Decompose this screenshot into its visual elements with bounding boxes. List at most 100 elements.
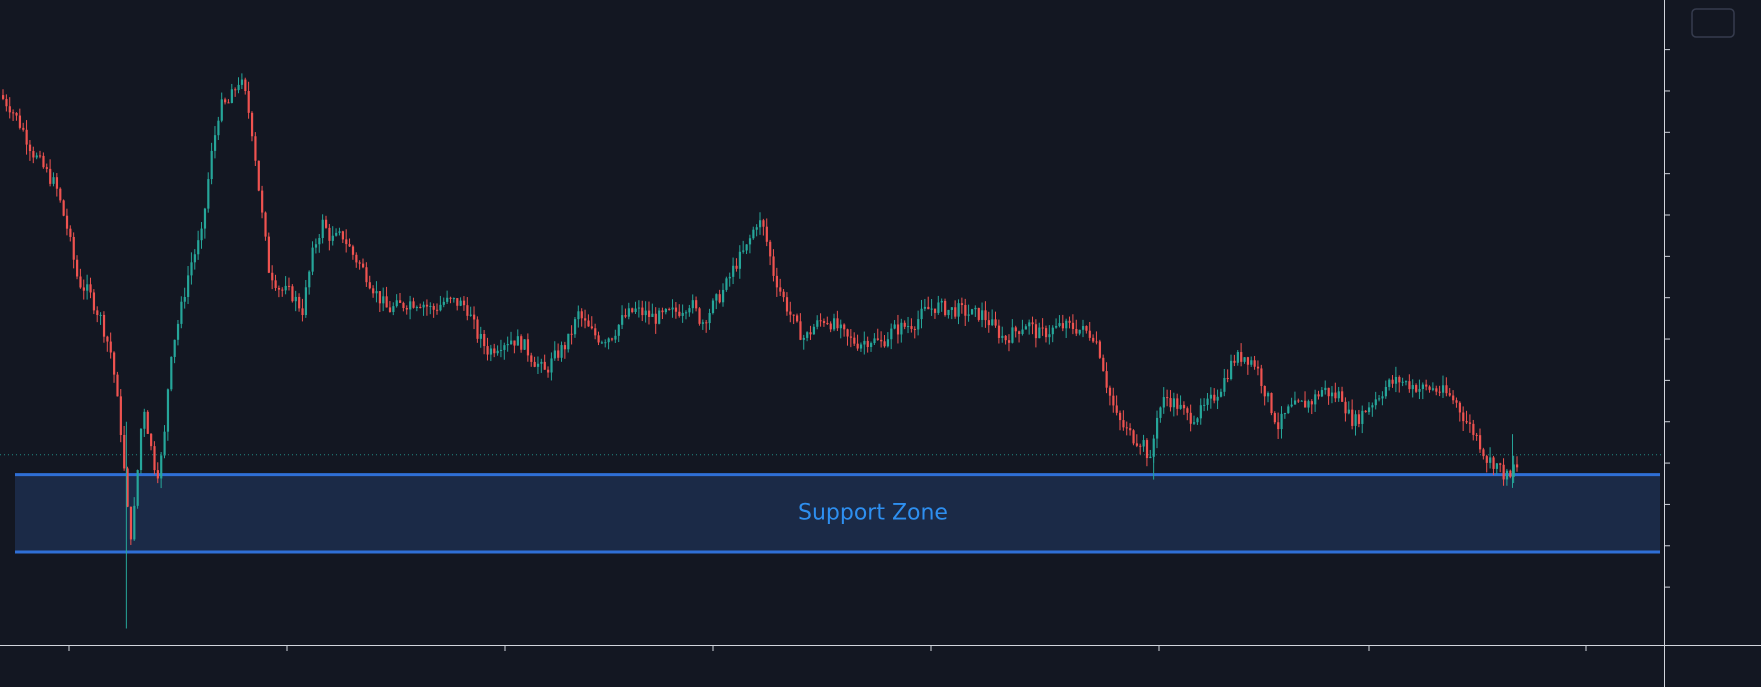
candle-body xyxy=(1415,385,1418,392)
candle-body xyxy=(163,431,166,456)
candle-body xyxy=(930,308,933,310)
candle-body xyxy=(974,307,977,310)
candle-body xyxy=(355,254,358,263)
candle-body xyxy=(907,326,910,328)
candle-body xyxy=(123,435,126,469)
candle-body xyxy=(1038,327,1041,339)
candle-body xyxy=(18,115,22,128)
candle-body xyxy=(466,305,469,316)
candle-body xyxy=(382,296,385,304)
candle-body xyxy=(338,231,341,233)
candle-body xyxy=(933,308,937,313)
candle-body xyxy=(725,278,728,290)
candle-body xyxy=(1021,329,1024,334)
candle-body xyxy=(755,227,758,230)
candle-body xyxy=(1478,435,1482,450)
candle-body xyxy=(890,328,893,340)
candle-body xyxy=(647,310,651,317)
candle-body xyxy=(15,112,18,116)
candle-body xyxy=(166,389,170,432)
candle-body xyxy=(1176,398,1179,409)
candle-body xyxy=(1125,427,1128,429)
candle-body xyxy=(1371,405,1374,408)
candle-body xyxy=(1324,387,1327,391)
candle-body xyxy=(1411,385,1414,390)
candle-body xyxy=(876,338,879,340)
candle-body xyxy=(5,98,8,107)
candle-body xyxy=(1233,360,1236,363)
candle-body xyxy=(829,323,832,330)
candle-body xyxy=(28,144,32,152)
support-zone-fill[interactable] xyxy=(15,474,1660,552)
candle-body xyxy=(1169,398,1172,408)
candle-body xyxy=(927,306,930,310)
candle-body xyxy=(886,339,890,347)
candle-body xyxy=(267,236,270,273)
candle-body xyxy=(261,190,264,213)
candle-body xyxy=(893,324,896,329)
candle-body xyxy=(1243,357,1246,362)
candle-body xyxy=(1404,381,1408,383)
candle-body xyxy=(1078,329,1081,334)
candle-body xyxy=(1468,422,1472,424)
candle-body xyxy=(715,294,718,301)
candle-body xyxy=(227,102,230,104)
candle-body xyxy=(748,238,752,245)
candle-body xyxy=(802,337,805,340)
support-zone-label: Support Zone xyxy=(798,500,948,525)
candle-body xyxy=(580,311,583,319)
candle-body xyxy=(308,271,311,288)
candle-body xyxy=(900,322,903,335)
candle-body xyxy=(1098,341,1102,358)
candle-body xyxy=(1172,398,1176,408)
candle-body xyxy=(39,155,42,157)
candle-body xyxy=(99,314,102,316)
candle-body xyxy=(513,340,516,346)
candle-body xyxy=(25,129,28,145)
candle-body xyxy=(621,315,624,325)
candle-body xyxy=(284,285,287,291)
candle-body xyxy=(79,276,82,288)
candle-body xyxy=(1293,400,1297,405)
candle-body xyxy=(1448,393,1451,396)
candle-body xyxy=(415,306,419,308)
candle-body xyxy=(291,286,294,302)
candle-body xyxy=(1193,422,1196,424)
candle-body xyxy=(997,325,1001,338)
candle-body xyxy=(833,318,836,330)
candle-body xyxy=(1018,331,1021,334)
candle-body xyxy=(1300,400,1303,402)
price-axis-ticks xyxy=(1665,49,1670,588)
candle-body xyxy=(1516,464,1519,468)
candle-body xyxy=(1219,391,1223,397)
candle-body xyxy=(1081,326,1085,330)
candle-body xyxy=(328,227,331,241)
candle-body xyxy=(1122,420,1125,428)
candle-body xyxy=(1475,434,1478,436)
candle-body xyxy=(1213,394,1216,401)
candle-body xyxy=(42,155,45,168)
candle-body xyxy=(506,344,509,346)
support-zone[interactable]: Support Zone xyxy=(15,473,1660,554)
candle-body xyxy=(1203,404,1206,406)
candle-body xyxy=(133,505,136,540)
candle-body xyxy=(483,333,486,347)
candle-body xyxy=(1055,325,1058,328)
candle-body xyxy=(597,335,600,343)
candle-body xyxy=(664,308,667,313)
candle-body xyxy=(479,333,482,339)
candle-body xyxy=(799,321,802,340)
candle-body xyxy=(1004,335,1007,341)
candle-body xyxy=(1216,396,1219,401)
settings-button[interactable] xyxy=(1691,8,1735,38)
candle-body xyxy=(126,468,129,507)
candle-body xyxy=(493,348,496,354)
candle-body xyxy=(1505,470,1509,480)
candle-body xyxy=(96,310,99,316)
candle-body xyxy=(129,506,133,540)
candle-body xyxy=(644,310,647,316)
candle-body xyxy=(1361,410,1364,424)
candle-body xyxy=(705,322,708,324)
